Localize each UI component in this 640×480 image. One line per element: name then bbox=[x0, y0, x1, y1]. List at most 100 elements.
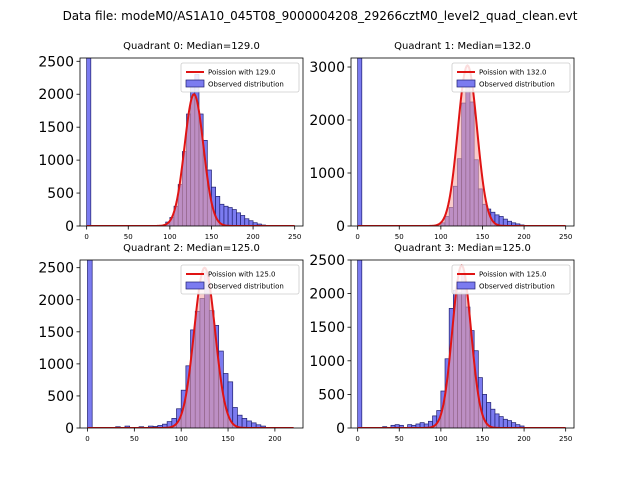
legend-bar-label: Observed distribution bbox=[208, 283, 284, 291]
legend: Poission with 132.0 Observed distribution bbox=[451, 62, 571, 93]
x-tick-label: 200 bbox=[517, 233, 530, 241]
legend-box bbox=[451, 264, 571, 295]
y-tick-label: 3000 bbox=[309, 60, 345, 76]
legend-bar-label: Observed distribution bbox=[479, 81, 555, 89]
legend-line-label: Poission with 129.0 bbox=[208, 69, 276, 77]
x-tick-label: 0 bbox=[85, 435, 89, 443]
poisson-fill bbox=[357, 65, 566, 226]
quadrant-3-panel: Quadrant 3: Median=125.0 0 50 100 150 200 250… bbox=[309, 243, 575, 443]
y-tick-label: 500 bbox=[47, 186, 74, 202]
legend-bar-swatch bbox=[456, 281, 476, 290]
histogram-bar bbox=[86, 58, 92, 226]
legend-line-label: Poission with 125.0 bbox=[479, 271, 547, 279]
histogram-bar bbox=[502, 418, 508, 428]
legend: Poission with 125.0 Observed distribution bbox=[180, 264, 300, 295]
axes-frame bbox=[350, 259, 575, 429]
x-tick-label: 200 bbox=[246, 233, 259, 241]
quadrant-0-panel: Quadrant 0: Median=129.0 0 50 100 150 200 250… bbox=[38, 41, 304, 241]
histogram-bar bbox=[494, 413, 500, 428]
poisson-fill bbox=[357, 265, 566, 428]
x-tick-label: 50 bbox=[395, 435, 404, 443]
legend-box bbox=[451, 62, 571, 93]
legend-bar-label: Observed distribution bbox=[208, 81, 284, 89]
y-tick-label: 2000 bbox=[309, 113, 345, 129]
quadrant-3-title: Quadrant 3: Median=125.0 bbox=[394, 243, 531, 254]
y-tick-label: 1500 bbox=[38, 325, 74, 341]
poisson-fill bbox=[86, 94, 295, 226]
histogram-bar bbox=[241, 418, 248, 428]
legend-line-label: Poission with 132.0 bbox=[479, 69, 547, 77]
x-tick-label: 250 bbox=[288, 233, 301, 241]
x-tick-label: 50 bbox=[130, 435, 139, 443]
poisson-fill bbox=[87, 267, 294, 428]
legend-bar-swatch bbox=[456, 79, 476, 88]
axes-frame bbox=[79, 259, 304, 429]
quadrant-1-title: Quadrant 1: Median=132.0 bbox=[394, 41, 531, 52]
legend-box bbox=[180, 62, 300, 93]
legend: Poission with 125.0 Observed distribution bbox=[451, 264, 571, 295]
y-tick-label: 2000 bbox=[38, 293, 74, 309]
y-tick-label: 2500 bbox=[309, 253, 345, 269]
histogram-bar bbox=[507, 420, 512, 428]
legend-bar-label: Observed distribution bbox=[479, 283, 555, 291]
histogram-bar bbox=[519, 425, 525, 428]
y-tick-label: 1000 bbox=[309, 354, 345, 370]
legend-bar-swatch bbox=[185, 281, 205, 290]
x-tick-label: 0 bbox=[84, 233, 88, 241]
x-tick-label: 0 bbox=[355, 233, 359, 241]
y-tick-label: 2000 bbox=[309, 287, 345, 303]
quadrant-0-title: Quadrant 0: Median=129.0 bbox=[123, 41, 260, 52]
y-tick-label: 0 bbox=[65, 421, 74, 437]
axes-frame bbox=[350, 57, 575, 227]
histogram-bar bbox=[490, 408, 496, 428]
plot-area bbox=[357, 58, 566, 226]
legend-bar-swatch bbox=[185, 79, 205, 88]
quadrant-2-panel: Quadrant 2: Median=125.0 0 50 100 150 2000 50… bbox=[38, 243, 304, 443]
y-tick-label: 1000 bbox=[38, 357, 74, 373]
histogram-bar bbox=[357, 58, 363, 226]
x-tick-label: 150 bbox=[221, 435, 234, 443]
y-tick-label: 1000 bbox=[309, 166, 345, 182]
histogram-bar bbox=[236, 212, 241, 226]
histogram-bar bbox=[227, 207, 233, 226]
y-tick-label: 2500 bbox=[38, 261, 74, 277]
histogram-bar bbox=[223, 205, 229, 226]
y-tick-label: 1000 bbox=[38, 153, 74, 169]
x-tick-label: 150 bbox=[476, 435, 489, 443]
histogram-bar bbox=[398, 424, 404, 428]
x-tick-label: 50 bbox=[395, 233, 404, 241]
quadrant-2-title: Quadrant 2: Median=125.0 bbox=[123, 243, 260, 254]
histogram-bar bbox=[244, 218, 250, 226]
plot-area bbox=[86, 58, 295, 226]
y-tick-label: 2000 bbox=[38, 87, 74, 103]
x-tick-label: 150 bbox=[476, 233, 489, 241]
y-tick-label: 2500 bbox=[38, 54, 74, 70]
y-tick-label: 1500 bbox=[309, 320, 345, 336]
plot-area bbox=[87, 260, 294, 428]
x-tick-label: 100 bbox=[434, 435, 447, 443]
histogram-bar bbox=[231, 209, 237, 226]
figure-suptitle: Data file: modeM0/AS1A10_045T08_90000042… bbox=[63, 9, 578, 23]
quadrant-1-panel: Quadrant 1: Median=132.0 0 50 100 150 200 250… bbox=[309, 41, 575, 241]
y-tick-label: 500 bbox=[318, 387, 345, 403]
histogram-bar bbox=[87, 260, 93, 428]
x-tick-label: 100 bbox=[175, 435, 188, 443]
legend-box bbox=[180, 264, 300, 295]
x-tick-label: 100 bbox=[434, 233, 447, 241]
y-tick-label: 0 bbox=[336, 219, 345, 235]
histogram-bar bbox=[498, 416, 504, 428]
legend-line-label: Poission with 125.0 bbox=[208, 271, 276, 279]
x-tick-label: 50 bbox=[124, 233, 133, 241]
histogram-bar bbox=[240, 215, 246, 226]
y-tick-label: 500 bbox=[47, 389, 74, 405]
x-tick-label: 250 bbox=[559, 233, 572, 241]
axes-frame bbox=[79, 57, 304, 227]
histogram-bar bbox=[227, 381, 234, 428]
x-tick-label: 100 bbox=[163, 233, 176, 241]
y-tick-label: 1500 bbox=[38, 120, 74, 136]
x-tick-label: 0 bbox=[355, 435, 359, 443]
poisson-line bbox=[86, 93, 295, 226]
x-tick-label: 200 bbox=[517, 435, 530, 443]
y-tick-label: 0 bbox=[65, 219, 74, 235]
